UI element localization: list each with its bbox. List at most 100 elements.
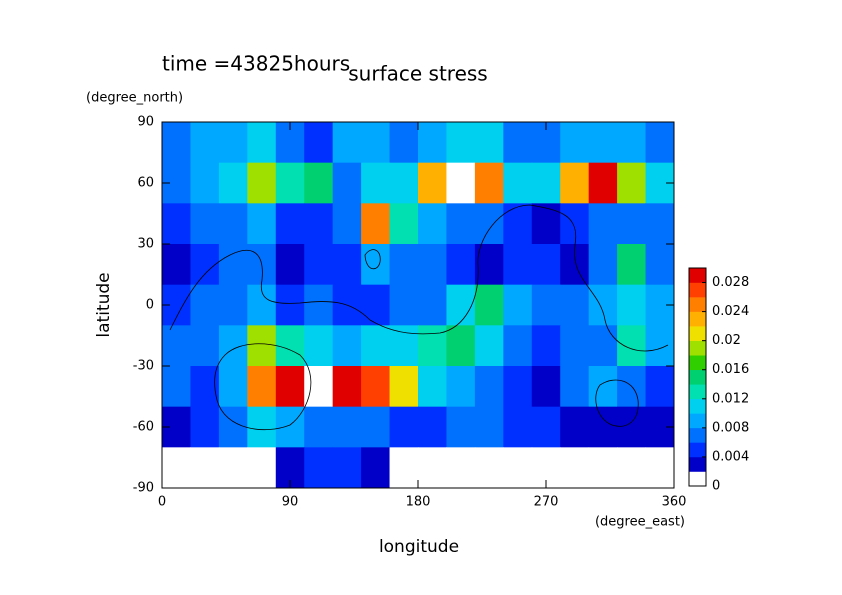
contour-cell xyxy=(588,325,618,367)
contour-cell xyxy=(617,162,647,204)
y-tick-label: -60 xyxy=(133,420,154,435)
contour-cell xyxy=(503,366,533,408)
colorbar-swatch xyxy=(689,282,706,298)
contour-cell xyxy=(560,122,590,164)
contour-cell xyxy=(531,366,561,408)
contour-cell xyxy=(446,366,476,408)
contour-cell xyxy=(389,284,419,326)
contour-cell xyxy=(275,244,305,286)
axes: 0 90 180 270 360 -90 -60 -30 0 30 60 90 xyxy=(133,115,687,510)
contour-cell xyxy=(531,406,561,448)
x-tick-label: 90 xyxy=(282,495,299,510)
contour-cell xyxy=(588,284,618,326)
colorbar-tick-label: 0.016 xyxy=(712,362,749,377)
contour-cell xyxy=(446,122,476,164)
colorbar-swatch xyxy=(689,398,706,414)
x-tick-label: 270 xyxy=(534,495,559,510)
contour-cell xyxy=(247,325,277,367)
contour-cell xyxy=(190,162,220,204)
contour-cell xyxy=(645,203,675,245)
colorbar-tick-label: 0.004 xyxy=(712,449,749,464)
contour-cell xyxy=(560,406,590,448)
contour-cell xyxy=(531,244,561,286)
x-tick-label: 0 xyxy=(158,495,166,510)
colorbar-tick-label: 0.024 xyxy=(712,304,749,319)
contour-cell xyxy=(588,447,618,489)
contour-cell xyxy=(218,203,248,245)
contour-cell xyxy=(560,447,590,489)
contour-cell xyxy=(218,366,248,408)
colorbar-tick-label: 0.008 xyxy=(712,420,749,435)
contour-cell xyxy=(418,244,447,286)
contour-cell xyxy=(389,366,419,408)
colorbar-swatch xyxy=(689,369,706,385)
contour-cell xyxy=(418,284,447,326)
contour-cell xyxy=(617,203,647,245)
contour-cell xyxy=(162,122,191,164)
contour-cell xyxy=(645,447,675,489)
contour-cell xyxy=(389,203,419,245)
contour-cell xyxy=(418,406,447,448)
contour-cell xyxy=(531,203,561,245)
contour-cell xyxy=(617,447,647,489)
contour-cell xyxy=(503,162,533,204)
y-tick-label: 0 xyxy=(146,298,154,313)
contour-cell xyxy=(304,447,334,489)
contour-cell xyxy=(389,325,419,367)
colorbar-frame xyxy=(688,267,707,487)
contour-cell xyxy=(361,203,391,245)
contour-cell xyxy=(588,162,618,204)
contour-cell xyxy=(474,447,504,489)
contour-cell xyxy=(389,162,419,204)
contour-cell xyxy=(418,122,447,164)
contour-cell xyxy=(275,325,305,367)
contour-cell xyxy=(418,366,447,408)
contour-cell xyxy=(247,366,277,408)
contour-cell xyxy=(218,162,248,204)
contour-cell xyxy=(332,162,362,204)
contour-cell xyxy=(474,203,504,245)
contour-cell xyxy=(332,325,362,367)
contour-cell xyxy=(304,122,334,164)
colorbar-swatch xyxy=(689,471,706,487)
contour-cell xyxy=(588,366,618,408)
coastline xyxy=(595,379,639,427)
contour-cell xyxy=(474,284,504,326)
contour-field xyxy=(162,122,675,489)
x-unit: (degree_east) xyxy=(595,515,685,530)
contour-cell xyxy=(304,406,334,448)
contour-cell xyxy=(361,325,391,367)
contour-cell xyxy=(304,325,334,367)
contour-cell xyxy=(474,366,504,408)
contour-cell xyxy=(503,284,533,326)
contour-cell xyxy=(474,162,504,204)
colorbar-swatch xyxy=(689,442,706,458)
contour-cell xyxy=(446,244,476,286)
y-tick-label: -30 xyxy=(133,359,154,374)
contour-cell xyxy=(332,244,362,286)
contour-cell xyxy=(247,162,277,204)
contour-cell xyxy=(617,284,647,326)
contour-cell xyxy=(190,406,220,448)
contour-cell xyxy=(389,244,419,286)
contour-cell xyxy=(531,162,561,204)
contour-cell xyxy=(503,447,533,489)
contour-cell xyxy=(361,122,391,164)
contour-cell xyxy=(446,162,476,204)
contour-cell xyxy=(617,122,647,164)
colorbar-tick-label: 0.012 xyxy=(712,391,749,406)
subtitle: time =43825hours xyxy=(162,52,350,76)
contour-cell xyxy=(162,447,191,489)
colorbar: 0 0.004 0.008 0.012 0.016 0.02 0.024 0.028 xyxy=(688,267,749,494)
contour-cell xyxy=(361,244,391,286)
colorbar-swatch xyxy=(689,413,706,429)
contour-cell xyxy=(645,366,675,408)
contour-cell xyxy=(247,203,277,245)
contour-cell xyxy=(588,244,618,286)
contour-cell xyxy=(617,244,647,286)
contour-cell xyxy=(474,325,504,367)
contour-cell xyxy=(503,325,533,367)
contour-cell xyxy=(418,203,447,245)
x-axis-label: longitude xyxy=(379,537,459,557)
